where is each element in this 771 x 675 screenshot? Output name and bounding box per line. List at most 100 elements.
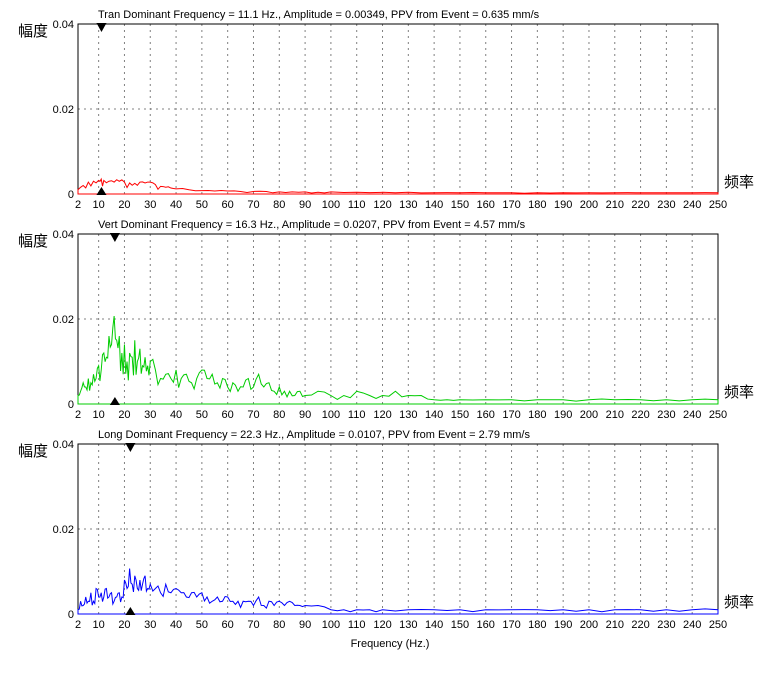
x-tick-label: 2 xyxy=(75,199,81,211)
x-tick-label: 200 xyxy=(580,199,598,211)
x-tick-label: 170 xyxy=(502,619,520,631)
x-tick-label: 100 xyxy=(322,619,340,631)
x-axis-label: 频率 xyxy=(718,591,754,640)
y-tick-label: 0.02 xyxy=(53,524,74,536)
chart-row: 幅度Vert Dominant Frequency = 16.3 Hz., Am… xyxy=(10,220,771,430)
x-tick-label: 110 xyxy=(348,619,366,631)
x-tick-label: 60 xyxy=(222,619,234,631)
x-tick-label: 210 xyxy=(606,199,624,211)
y-tick-label: 0 xyxy=(68,609,74,621)
x-tick-label: 60 xyxy=(222,199,234,211)
x-tick-label: 250 xyxy=(709,199,727,211)
x-tick-label: 180 xyxy=(528,619,546,631)
x-tick-label: 240 xyxy=(683,619,701,631)
y-tick-label: 0.02 xyxy=(53,314,74,326)
x-tick-label: 250 xyxy=(709,619,727,631)
x-tick-label: 50 xyxy=(196,409,208,421)
x-tick-label: 80 xyxy=(273,199,285,211)
marker-top-icon xyxy=(96,23,106,32)
x-tick-label: 160 xyxy=(477,199,495,211)
x-tick-label: 30 xyxy=(144,199,156,211)
x-tick-label: 230 xyxy=(657,199,675,211)
x-tick-label: 10 xyxy=(93,619,105,631)
x-tick-label: 40 xyxy=(170,409,182,421)
x-tick-label: 230 xyxy=(657,619,675,631)
x-tick-label: 70 xyxy=(247,409,259,421)
x-tick-label: 140 xyxy=(425,409,443,421)
x-tick-label: 210 xyxy=(606,409,624,421)
x-tick-label: 2 xyxy=(75,619,81,631)
x-tick-label: 70 xyxy=(247,199,259,211)
x-tick-label: 170 xyxy=(502,199,520,211)
chart-area: Long Dominant Frequency = 22.3 Hz., Ampl… xyxy=(78,430,718,638)
x-tick-label: 40 xyxy=(170,199,182,211)
x-tick-label: 50 xyxy=(196,199,208,211)
y-tick-label: 0.04 xyxy=(53,19,74,31)
x-tick-label: 130 xyxy=(399,409,417,421)
x-tick-label: 250 xyxy=(709,409,727,421)
x-tick-label: 80 xyxy=(273,409,285,421)
x-tick-label: 180 xyxy=(528,199,546,211)
x-tick-label: 120 xyxy=(373,199,391,211)
chart-title: Vert Dominant Frequency = 16.3 Hz., Ampl… xyxy=(98,219,525,231)
y-tick-label: 0 xyxy=(68,189,74,201)
y-tick-label: 0 xyxy=(68,399,74,411)
x-tick-label: 150 xyxy=(451,619,469,631)
x-tick-label: 220 xyxy=(631,409,649,421)
x-tick-label: 100 xyxy=(322,199,340,211)
chart-area: Vert Dominant Frequency = 16.3 Hz., Ampl… xyxy=(78,220,718,428)
x-tick-label: 90 xyxy=(299,409,311,421)
x-tick-label: 220 xyxy=(631,199,649,211)
x-axis-label: 频率 xyxy=(718,381,754,430)
marker-bottom-icon xyxy=(96,187,106,195)
x-tick-label: 2 xyxy=(75,409,81,421)
x-tick-label: 20 xyxy=(118,409,130,421)
x-tick-label: 60 xyxy=(222,409,234,421)
chart-row: 幅度Tran Dominant Frequency = 11.1 Hz., Am… xyxy=(10,10,771,220)
x-tick-label: 140 xyxy=(425,199,443,211)
chart-svg: 2102030405060708090100110120130140150160… xyxy=(78,430,718,638)
y-tick-label: 0.04 xyxy=(53,229,74,241)
x-tick-label: 130 xyxy=(399,199,417,211)
x-tick-label: 50 xyxy=(196,619,208,631)
x-axis-label: 频率 xyxy=(718,171,754,220)
x-tick-label: 120 xyxy=(373,409,391,421)
x-tick-label: 200 xyxy=(580,409,598,421)
x-tick-label: 200 xyxy=(580,619,598,631)
chart-svg: 2102030405060708090100110120130140150160… xyxy=(78,220,718,428)
x-tick-label: 100 xyxy=(322,409,340,421)
chart-title: Tran Dominant Frequency = 11.1 Hz., Ampl… xyxy=(98,9,539,21)
chart-svg: 2102030405060708090100110120130140150160… xyxy=(78,10,718,218)
x-tick-label: 180 xyxy=(528,409,546,421)
chart-title: Long Dominant Frequency = 22.3 Hz., Ampl… xyxy=(98,429,530,441)
x-tick-label: 240 xyxy=(683,199,701,211)
x-tick-label: 190 xyxy=(554,199,572,211)
marker-top-icon xyxy=(110,233,120,242)
y-tick-label: 0.04 xyxy=(53,439,74,451)
chart-area: Tran Dominant Frequency = 11.1 Hz., Ampl… xyxy=(78,10,718,218)
x-tick-label: 90 xyxy=(299,619,311,631)
spectrum-line xyxy=(78,316,718,404)
x-tick-label: 120 xyxy=(373,619,391,631)
x-tick-label: 10 xyxy=(93,409,105,421)
x-tick-label: 10 xyxy=(93,199,105,211)
x-tick-label: 240 xyxy=(683,409,701,421)
x-tick-label: 30 xyxy=(144,619,156,631)
x-tick-label: 40 xyxy=(170,619,182,631)
y-tick-label: 0.02 xyxy=(53,104,74,116)
marker-bottom-icon xyxy=(110,397,120,405)
spectrum-line xyxy=(78,569,718,614)
x-tick-label: 20 xyxy=(118,199,130,211)
marker-top-icon xyxy=(125,443,135,452)
x-tick-label: 160 xyxy=(477,409,495,421)
x-tick-label: 170 xyxy=(502,409,520,421)
x-tick-label: 110 xyxy=(348,409,366,421)
x-tick-label: 30 xyxy=(144,409,156,421)
x-tick-label: 150 xyxy=(451,409,469,421)
x-tick-label: 230 xyxy=(657,409,675,421)
x-tick-label: 150 xyxy=(451,199,469,211)
x-tick-label: 210 xyxy=(606,619,624,631)
x-tick-label: 190 xyxy=(554,409,572,421)
x-tick-label: 80 xyxy=(273,619,285,631)
x-tick-label: 130 xyxy=(399,619,417,631)
